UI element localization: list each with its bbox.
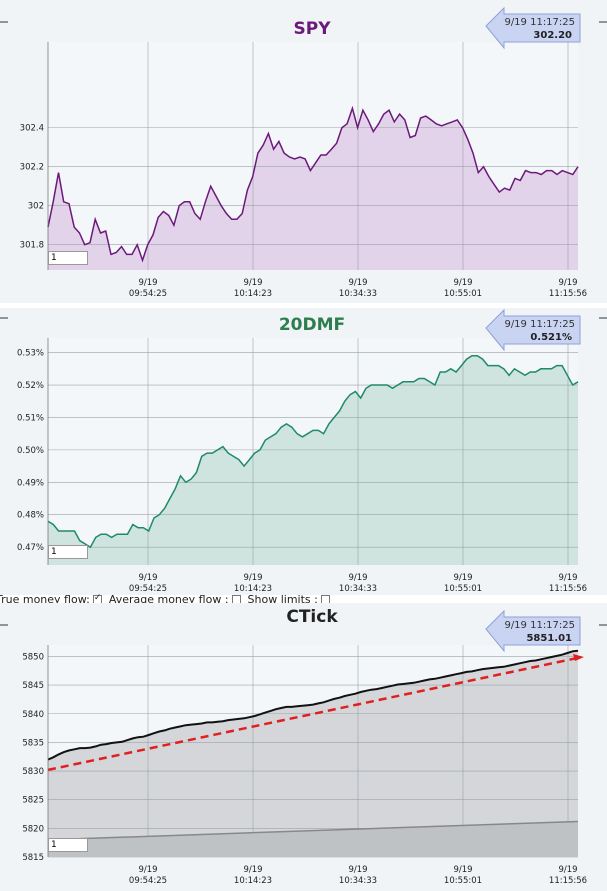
ctick-badge-arrow-shape [485,609,581,653]
spy-badge-time: 9/19 11:17:25 [504,17,575,28]
dmf-y-tick-label: 0.50% [17,446,44,456]
ctick-y-tick-label: 5835 [22,738,44,748]
dmf-x-tick-date: 9/19 [558,573,577,583]
spy-x-tick-date: 9/19 [558,278,577,288]
spy-y-tick-label: 301.8 [20,241,44,251]
dmf-chart-panel: 0.47% 0.48% 0.49% 0.50% 0.51% 0.52% 0.53% 9/19 0… [0,308,607,595]
spy-chart: 301.8302302.2302.49/1909:54:259/1910:14:… [0,6,607,299]
dmf-x-tick-time: 10:14:23 [234,584,272,594]
dmf-y-tick-label: 0.53% [17,349,44,359]
dmf-x-tick-date: 9/19 [243,573,262,583]
ctick-badge-value: 5851.01 [526,633,572,644]
spy-x-tick-date: 9/19 [243,278,262,288]
dmf-period-input[interactable]: 1 [48,545,88,559]
ctick-period-input[interactable]: 1 [48,838,88,852]
spy-x-tick-time: 10:14:23 [234,289,272,299]
dmf-y-tick-label: 0.48% [17,511,44,521]
true-money-flow-label: True money flow: [0,593,90,606]
dmf-y-tick-label: 0.52% [17,381,44,391]
ctick-title: CTick [286,607,338,627]
spy-x-tick-time: 10:55:01 [444,289,482,299]
ctick-area-fill [48,650,578,857]
spy-badge-arrow-shape [485,6,581,50]
show-limits-label: Show limits : [247,593,318,606]
money-flow-options: True money flow: Average money flow : Sh… [0,593,337,606]
ctick-y-tick-label: 5830 [22,767,44,777]
ctick-y-tick-label: 5850 [22,652,44,662]
spy-series-line [47,105,579,263]
ctick-y-tick-label: 5815 [22,853,44,863]
ctick-value-badge: 9/19 11:17:25 5851.01 [485,609,581,653]
spy-x-tick-time: 09:54:25 [129,289,167,299]
ctick-y-tick-label: 5820 [22,824,44,834]
ctick-x-tick-date: 9/19 [138,865,157,875]
dmf-x-tick-date: 9/19 [138,573,157,583]
spy-badge-value: 302.20 [533,30,572,41]
spy-y-tick-label: 302.4 [20,124,44,134]
ctick-x-tick-date: 9/19 [348,865,367,875]
dmf-x-tick-time: 11:15:56 [549,584,587,594]
dmf-y-tick-label: 0.51% [17,413,44,423]
dmf-chart: 0.47%0.48%0.49%0.50%0.51%0.52%0.53%9/190… [0,308,607,594]
ctick-series-line [47,649,579,761]
ctick-y-tick-label: 5825 [22,796,44,806]
dmf-y-tick-label: 0.49% [17,478,44,488]
spy-period-input[interactable]: 1 [48,251,88,265]
ctick-badge-time: 9/19 11:17:25 [504,620,575,631]
dmf-x-tick-date: 9/19 [453,573,472,583]
ctick-y-tick-label: 5845 [22,681,44,691]
dmf-x-tick-time: 10:55:01 [444,584,482,594]
ctick-x-tick-time: 10:14:23 [234,876,272,886]
ctick-x-tick-time: 11:15:56 [549,876,587,886]
ctick-x-tick-time: 09:54:25 [129,876,167,886]
dmf-x-tick-time: 09:54:25 [129,584,167,594]
ctick-chart-panel: 5815 5820 5825 5830 5835 5840 5845 5850 9/19 09:5… [0,603,607,891]
spy-x-tick-time: 11:15:56 [549,289,587,299]
spy-title: SPY [293,19,331,39]
dmf-badge-value: 0.521% [530,332,572,343]
ctick-baseline-line [47,820,579,841]
dmf-value-badge: 9/19 11:17:25 0.521% [485,308,581,352]
dmf-y-tick-label: 0.47% [17,543,44,553]
ctick-x-tick-time: 10:55:01 [444,876,482,886]
spy-x-tick-date: 9/19 [453,278,472,288]
average-money-flow-label: Average money flow : [108,593,229,606]
spy-y-tick-label: 302 [28,202,44,212]
dmf-area-fill [48,355,578,565]
spy-x-tick-time: 10:34:33 [339,289,377,299]
dmf-badge-time: 9/19 11:17:25 [504,319,575,330]
spy-y-tick-label: 302.2 [20,163,44,173]
spy-area-fill [48,108,578,270]
dmf-x-tick-time: 10:34:33 [339,584,377,594]
ctick-trend-arrow-head [573,654,584,662]
dmf-x-tick-date: 9/19 [348,573,367,583]
ctick-x-tick-date: 9/19 [243,865,262,875]
dmf-series-line [47,355,579,549]
ctick-chart: 581558205825583058355840584558509/1909:5… [0,607,607,886]
spy-x-tick-date: 9/19 [348,278,367,288]
ctick-y-tick-label: 5840 [22,710,44,720]
ctick-x-tick-date: 9/19 [558,865,577,875]
spy-value-badge: 9/19 11:17:25 302.20 [485,6,581,50]
dmf-title: 20DMF [279,315,345,335]
spy-x-tick-date: 9/19 [138,278,157,288]
ctick-x-tick-date: 9/19 [453,865,472,875]
ctick-x-tick-time: 10:34:33 [339,876,377,886]
dmf-badge-arrow-shape [485,308,581,352]
spy-chart-panel: 301.8 302 302.2 302.4 9/19 09:54:25 9/19 10:14:… [0,0,607,303]
ctick-baseline-fill [48,821,578,857]
